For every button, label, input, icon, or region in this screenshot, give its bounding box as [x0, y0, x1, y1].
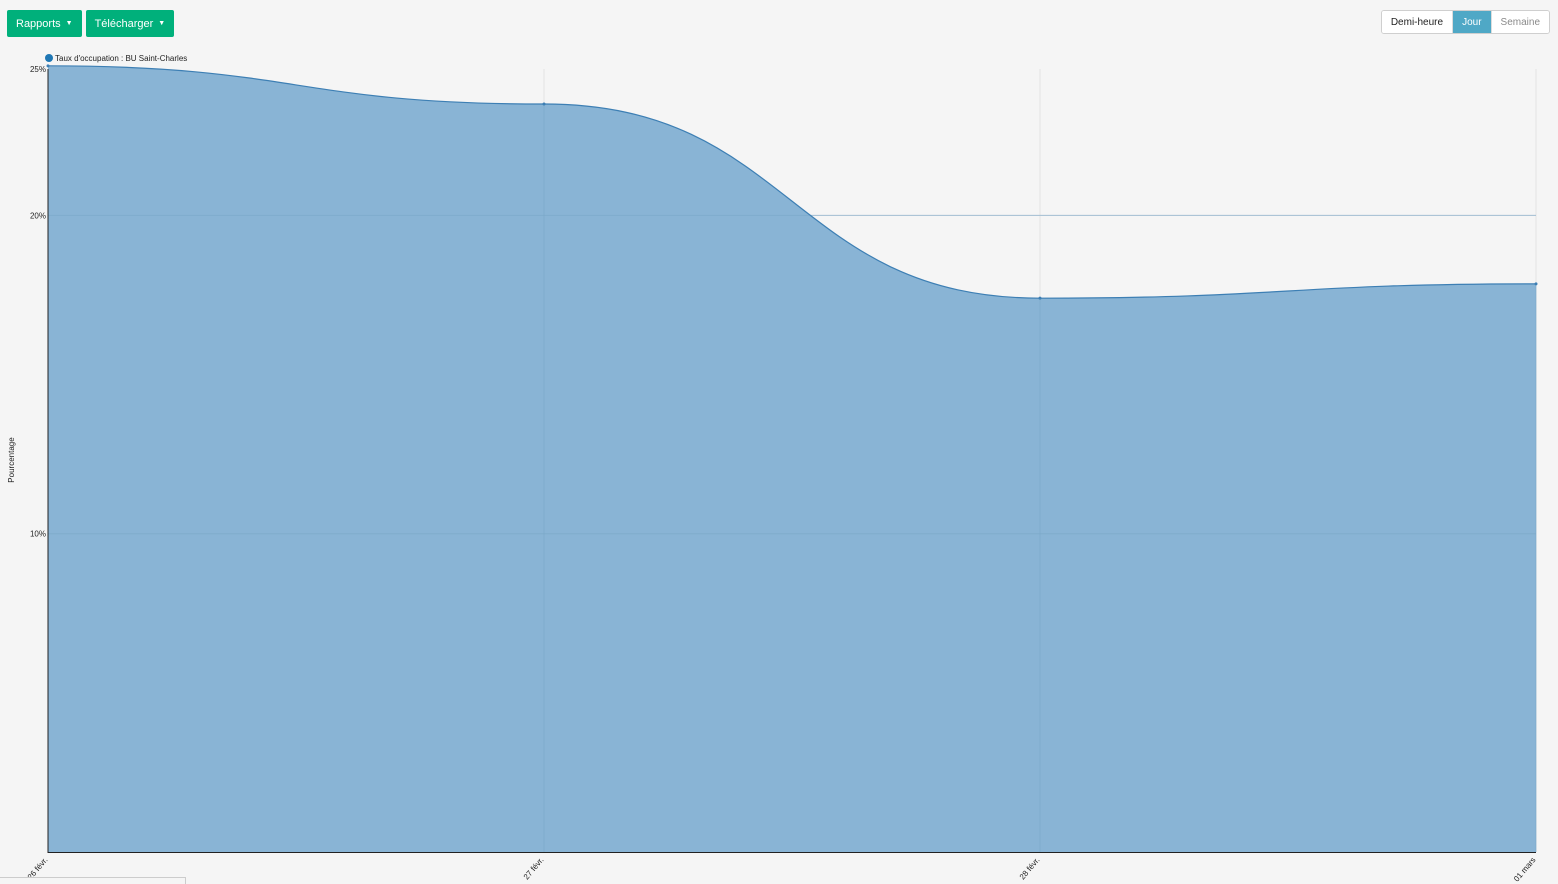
toolbar-left: Rapports ▼ Télécharger ▼ [7, 10, 175, 37]
y-tick-label: 25% [30, 65, 46, 74]
y-tick-label: 10% [30, 530, 46, 539]
series-area [48, 65, 1536, 852]
legend-entry: Taux d'occupation : BU Saint-Charles [55, 54, 187, 63]
granularity-demi-heure-button[interactable]: Demi-heure [1381, 11, 1454, 33]
legend-marker [45, 54, 53, 62]
data-point [46, 64, 50, 68]
telecharger-label: Télécharger [94, 17, 154, 30]
data-point [542, 102, 546, 106]
caret-down-icon: ▼ [158, 20, 166, 27]
x-tick-label: 28 févr. [1018, 856, 1042, 882]
telecharger-button[interactable]: Télécharger ▼ [85, 10, 175, 37]
granularity-jour-button[interactable]: Jour [1453, 11, 1492, 33]
data-point [1038, 296, 1042, 300]
rapports-label: Rapports [16, 17, 61, 30]
bottom-scroll-strip [0, 877, 186, 884]
rapports-button[interactable]: Rapports ▼ [7, 10, 82, 37]
granularity-toggle: Demi-heure Jour Semaine [1380, 10, 1550, 34]
data-point [1534, 282, 1538, 286]
caret-down-icon: ▼ [65, 20, 73, 27]
granularity-semaine-button[interactable]: Semaine [1491, 11, 1549, 33]
series-line [47, 65, 1537, 299]
y-axis-label: Pourcentage [7, 437, 16, 483]
x-tick-label: 27 févr. [522, 856, 546, 882]
x-tick-label: 01 mars [1512, 856, 1537, 884]
y-tick-label: 20% [30, 211, 46, 220]
